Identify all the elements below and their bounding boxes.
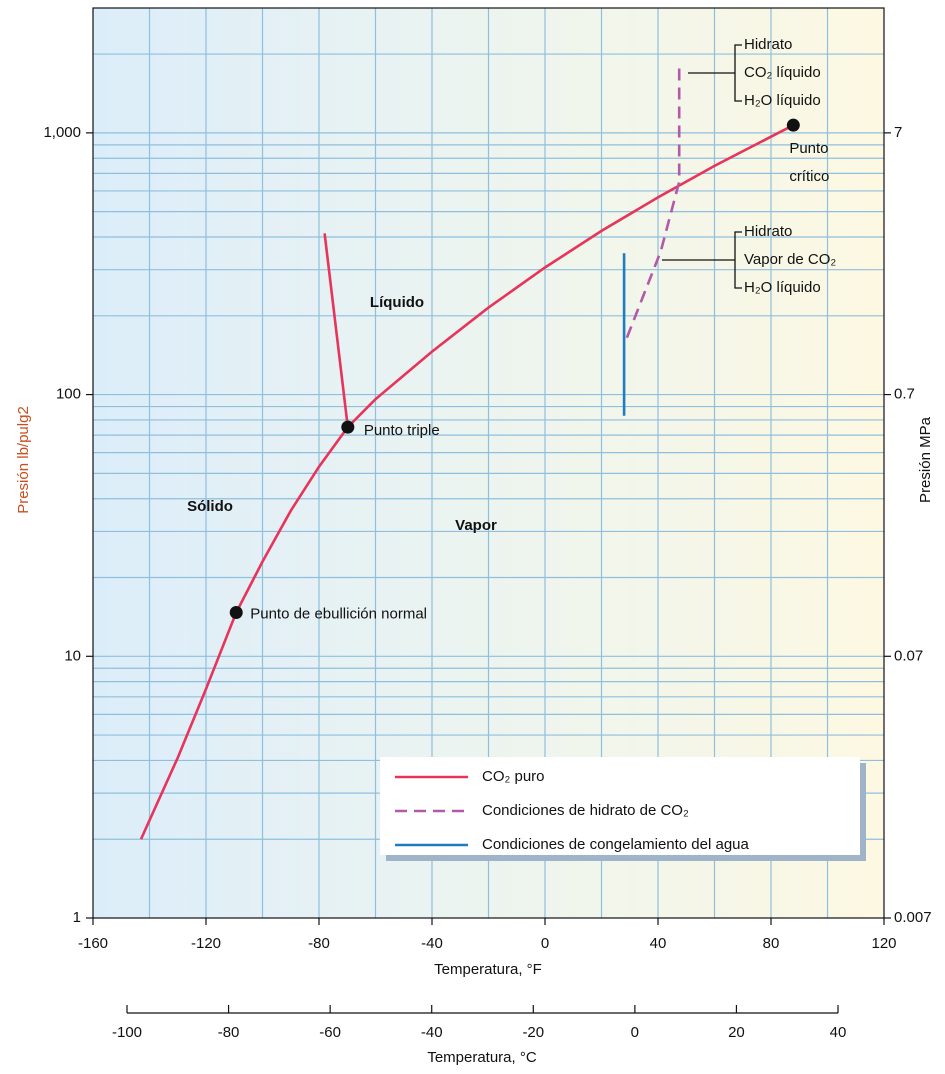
series-line xyxy=(625,67,681,339)
x2-tick-label: -40 xyxy=(421,1024,443,1041)
x2-axis-title: Temperatura, °C xyxy=(427,1049,537,1066)
x-tick-label: -40 xyxy=(421,935,443,952)
legend-label: Condiciones de congelamiento del agua xyxy=(482,836,750,853)
y-tick-label: 1 xyxy=(73,909,81,926)
point-label: crítico xyxy=(789,168,829,185)
y2-tick-label: 0.007 xyxy=(894,909,932,926)
y2-tick-label: 7 xyxy=(894,124,902,141)
x-tick-label: 0 xyxy=(541,935,549,952)
bracket xyxy=(688,44,742,102)
legend-label: CO₂ puro xyxy=(482,768,545,785)
point-marker xyxy=(341,420,355,434)
point-label: Punto xyxy=(789,140,828,157)
y2-axis-title: Presión MPa xyxy=(917,416,934,503)
x2-tick-label: -20 xyxy=(522,1024,544,1041)
bracket-label: Vapor de CO₂ xyxy=(744,251,836,268)
y-tick-label: 1,000 xyxy=(43,124,81,141)
plot-frame xyxy=(92,7,885,919)
region-label: Vapor xyxy=(455,517,497,534)
x-tick-label: -80 xyxy=(308,935,330,952)
y2-tick-label: 0.7 xyxy=(894,386,915,403)
bracket-label: Hidrato xyxy=(744,223,792,240)
x2-tick-label: 20 xyxy=(728,1024,745,1041)
x-tick-label: 80 xyxy=(763,935,780,952)
x-axis-title: Temperatura, °F xyxy=(434,961,542,978)
y-axis-title: Presión lb/pulg2 xyxy=(15,406,32,514)
legend-box xyxy=(380,757,860,855)
legend-label: Condiciones de hidrato de CO₂ xyxy=(482,802,689,819)
x2-tick-label: -60 xyxy=(319,1024,341,1041)
bracket-label: H₂O líquido xyxy=(744,92,821,109)
x-tick-label: 120 xyxy=(871,935,896,952)
point-label: Punto de ebullición normal xyxy=(250,605,427,622)
x2-tick-label: -80 xyxy=(218,1024,240,1041)
region-label: Sólido xyxy=(187,498,233,515)
x2-tick-label: 40 xyxy=(830,1024,847,1041)
y2-tick-label: 0.07 xyxy=(894,647,923,664)
bracket-label: CO₂ líquido xyxy=(744,64,821,81)
bracket xyxy=(662,231,742,289)
x-tick-label: -160 xyxy=(78,935,108,952)
region-label: Líquido xyxy=(370,294,424,311)
bracket-label: H₂O líquido xyxy=(744,279,821,296)
bracket-label: Hidrato xyxy=(744,36,792,53)
y-tick-label: 100 xyxy=(56,386,81,403)
y-tick-label: 10 xyxy=(64,647,81,664)
x2-tick-label: 0 xyxy=(631,1024,639,1041)
x2-tick-label: -100 xyxy=(112,1024,142,1041)
x-tick-label: -120 xyxy=(191,935,221,952)
point-label: Punto triple xyxy=(364,422,440,439)
point-marker xyxy=(786,118,800,132)
point-marker xyxy=(229,606,243,620)
x-tick-label: 40 xyxy=(650,935,667,952)
